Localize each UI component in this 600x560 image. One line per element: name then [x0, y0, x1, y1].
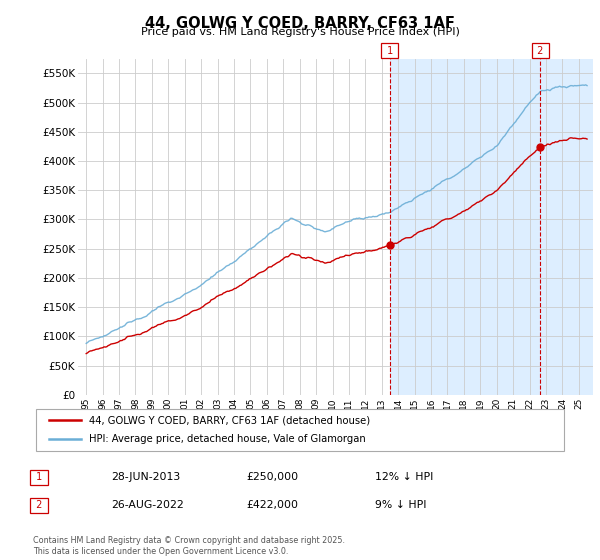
Text: 44, GOLWG Y COED, BARRY, CF63 1AF (detached house): 44, GOLWG Y COED, BARRY, CF63 1AF (detac… [89, 415, 370, 425]
Text: HPI: Average price, detached house, Vale of Glamorgan: HPI: Average price, detached house, Vale… [89, 435, 365, 445]
Text: 1: 1 [383, 46, 396, 56]
Text: 44, GOLWG Y COED, BARRY, CF63 1AF: 44, GOLWG Y COED, BARRY, CF63 1AF [145, 16, 455, 31]
Text: 12% ↓ HPI: 12% ↓ HPI [375, 472, 433, 482]
Text: 2: 2 [33, 500, 45, 510]
Bar [390, 59, 593, 395]
Text: £250,000: £250,000 [246, 472, 298, 482]
Text: £422,000: £422,000 [246, 500, 298, 510]
Text: 26-AUG-2022: 26-AUG-2022 [111, 500, 184, 510]
FancyBboxPatch shape [36, 409, 564, 451]
Text: 28-JUN-2013: 28-JUN-2013 [111, 472, 180, 482]
Text: Price paid vs. HM Land Registry's House Price Index (HPI): Price paid vs. HM Land Registry's House … [140, 27, 460, 37]
Text: 9% ↓ HPI: 9% ↓ HPI [375, 500, 427, 510]
Text: 2: 2 [534, 46, 547, 56]
Text: Contains HM Land Registry data © Crown copyright and database right 2025.
This d: Contains HM Land Registry data © Crown c… [33, 536, 345, 556]
Text: 1: 1 [33, 472, 45, 482]
